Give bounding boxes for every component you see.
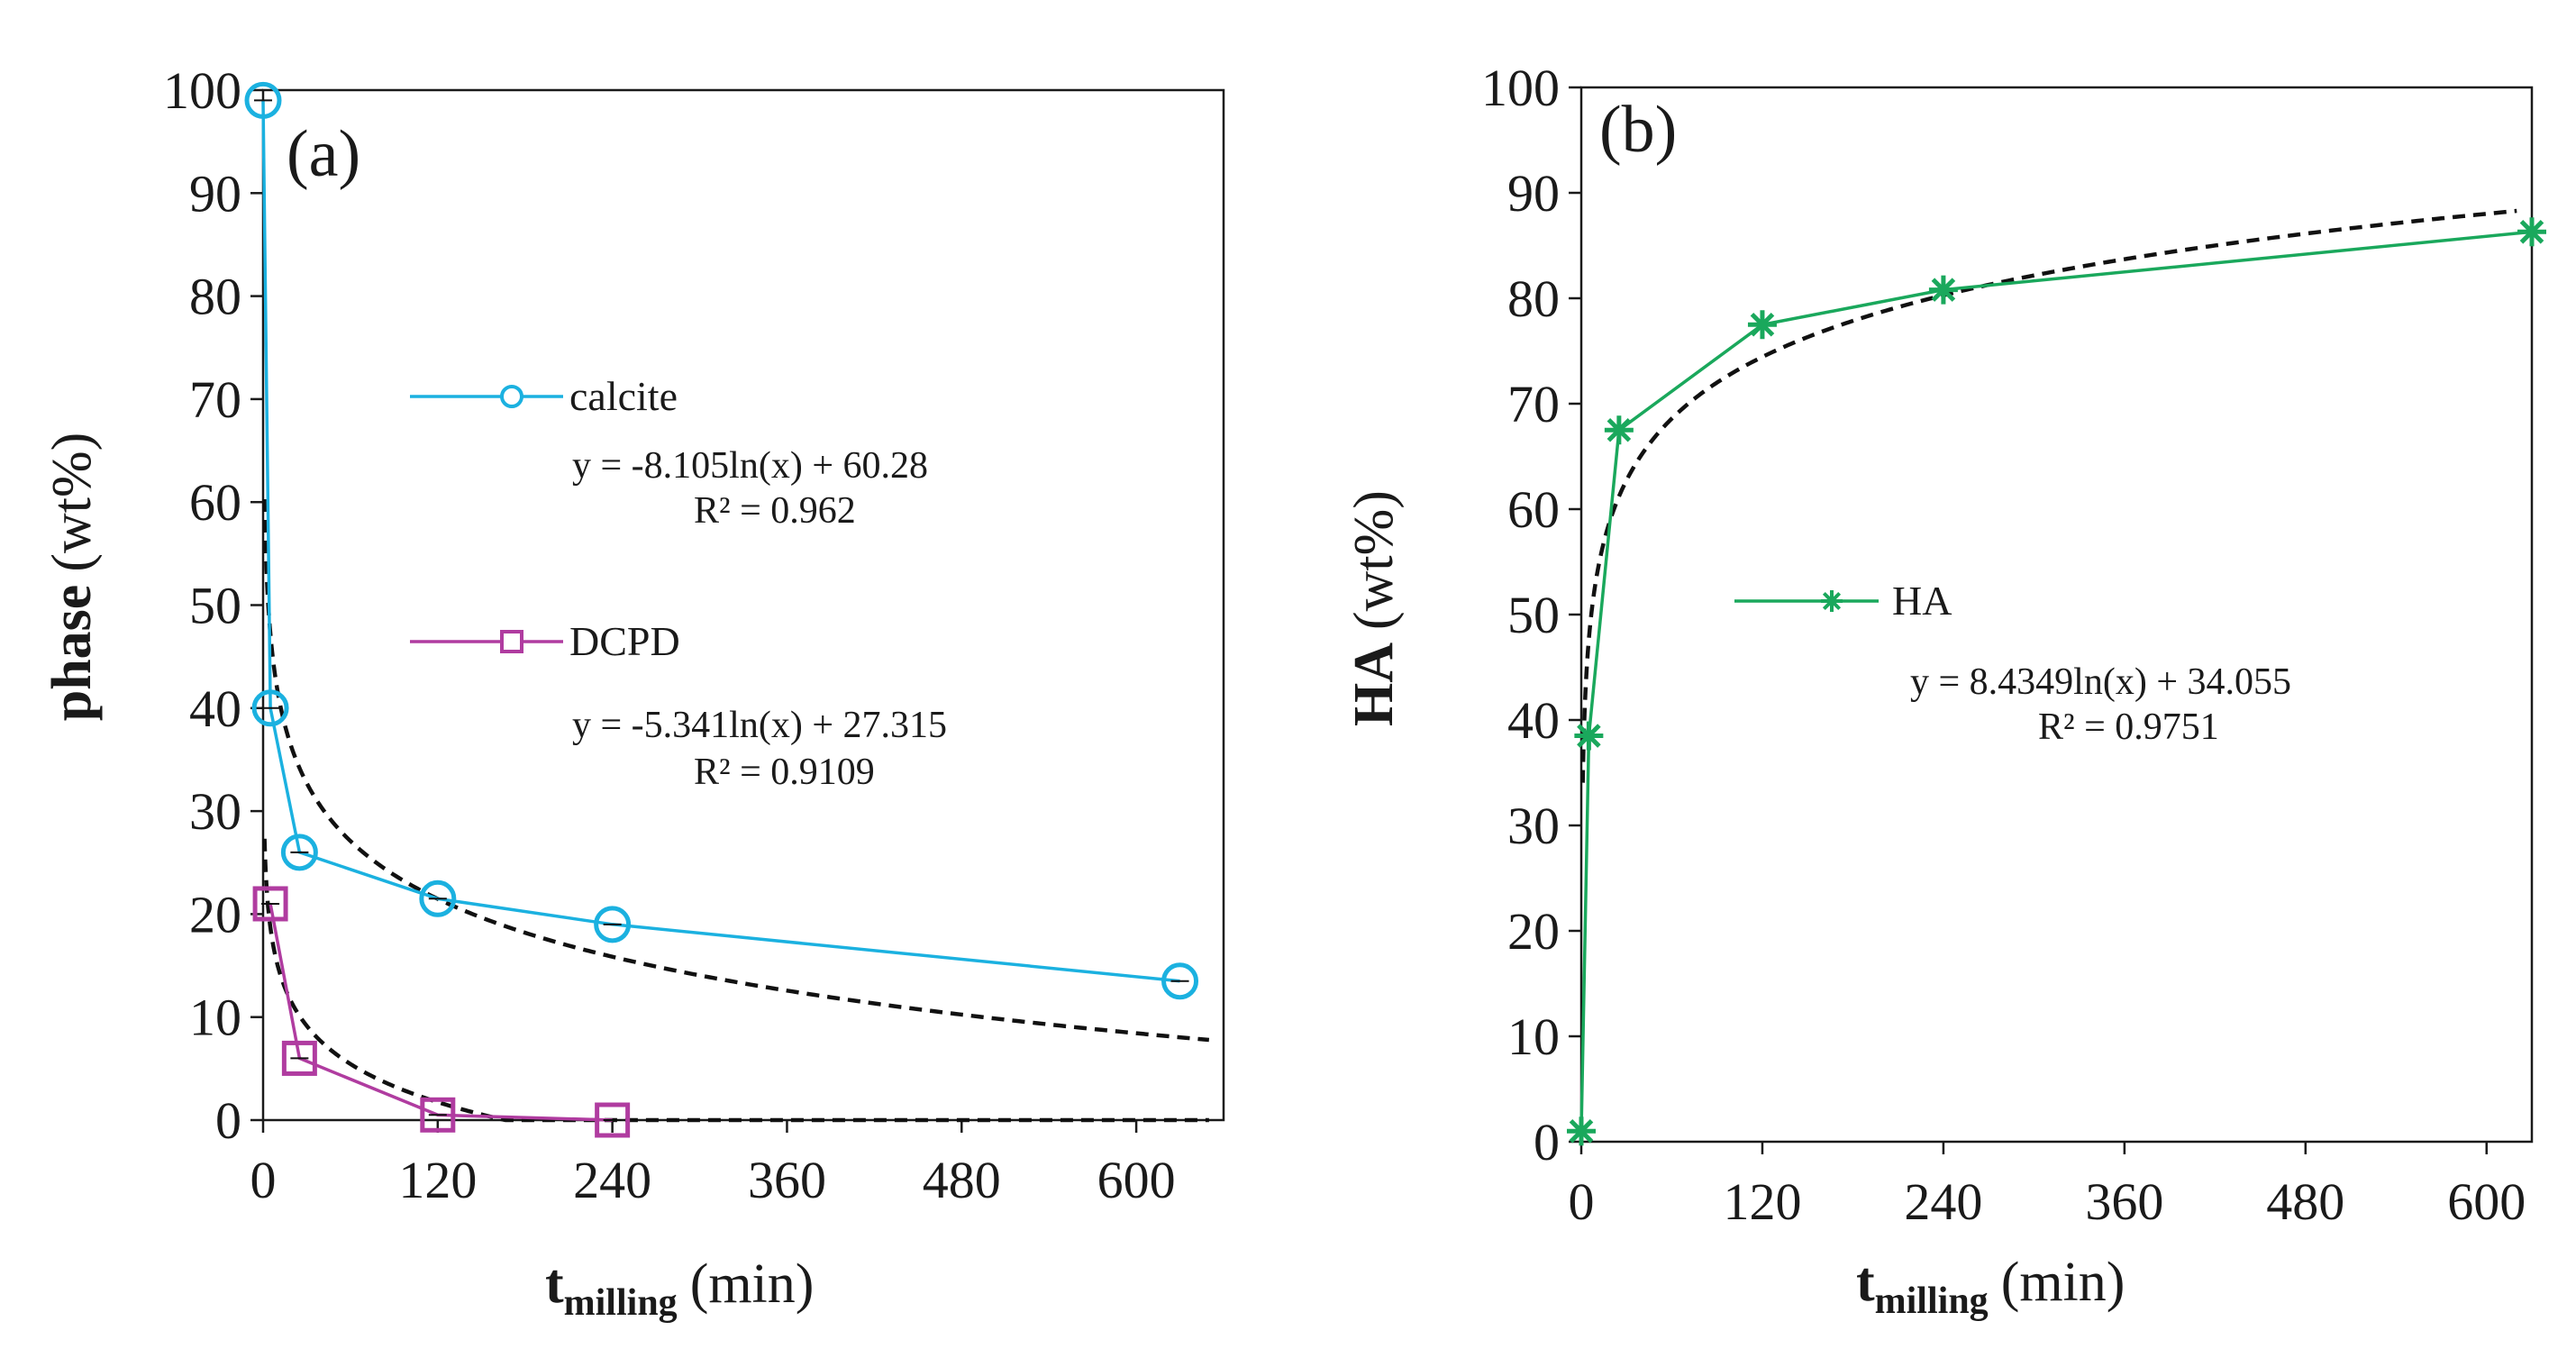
dcpd-data-point bbox=[281, 1040, 317, 1076]
dcpd-data-point bbox=[420, 1097, 456, 1133]
ha-data-point bbox=[1604, 415, 1634, 445]
x-tick-label: 360 bbox=[748, 1151, 826, 1209]
ha-data-point bbox=[1574, 721, 1604, 751]
fit-r-squared: R² = 0.9751 bbox=[2038, 706, 2219, 748]
asterisk-stroke bbox=[1750, 312, 1775, 337]
y-tick-label: 50 bbox=[189, 577, 241, 635]
calcite-data-point bbox=[244, 81, 282, 119]
x-tick-label: 480 bbox=[923, 1151, 1001, 1209]
x-axis-label-main: t bbox=[1856, 1252, 1875, 1313]
y-axis-label: phase (wt%) bbox=[41, 433, 103, 722]
fit-equation: y = -8.105ln(x) + 60.28 bbox=[572, 445, 928, 487]
x-tick-label: 240 bbox=[573, 1151, 651, 1209]
x-axis-label-unit: (min) bbox=[690, 1253, 815, 1315]
legend-label: calcite bbox=[569, 373, 678, 419]
y-tick-label: 20 bbox=[189, 885, 241, 943]
x-axis-label-subscript: milling bbox=[564, 1282, 678, 1324]
x-axis-label: tmilling (min) bbox=[545, 1253, 814, 1324]
legend-marker bbox=[500, 385, 523, 408]
asterisk-stroke bbox=[2519, 220, 2544, 244]
x-axis-label-main: t bbox=[545, 1253, 564, 1315]
fit-equation: y = -5.341ln(x) + 27.315 bbox=[572, 705, 947, 746]
y-axis-label-main: HA bbox=[1343, 642, 1405, 726]
y-tick-label: 60 bbox=[1507, 480, 1560, 539]
legend-marker bbox=[1821, 590, 1843, 612]
y-axis-label-main: phase bbox=[41, 585, 103, 722]
x-axis-label: tmilling (min) bbox=[1856, 1252, 2125, 1322]
ha-data-point bbox=[1567, 1116, 1596, 1146]
x-tick-label: 480 bbox=[2266, 1172, 2344, 1231]
chart-panel-a: 0 10 20 30 40 50 60 70 80 90 100 0 120 240 360 480 600 ph… bbox=[41, 61, 1225, 1324]
y-tick-label: 30 bbox=[1507, 797, 1560, 855]
x-tick-label: 600 bbox=[1097, 1151, 1176, 1209]
y-tick-label: 0 bbox=[1534, 1113, 1560, 1171]
x-tick-label: 120 bbox=[398, 1151, 477, 1209]
y-tick-label: 100 bbox=[163, 61, 241, 120]
y-tick-label: 100 bbox=[1481, 59, 1560, 117]
calcite-data-point bbox=[1161, 962, 1199, 1000]
y-tick-label: 10 bbox=[189, 989, 241, 1047]
y-tick-label: 40 bbox=[1507, 691, 1560, 750]
x-axis-label-subscript: milling bbox=[1875, 1280, 1989, 1322]
asterisk-stroke bbox=[1577, 724, 1601, 748]
x-tick-label: 360 bbox=[2085, 1172, 2163, 1231]
legend-label: DCPD bbox=[569, 618, 680, 664]
legend-entry-dcpd: DCPD y = -5.341ln(x) + 27.315 R² = 0.9109 bbox=[410, 618, 947, 793]
y-tick-label: 70 bbox=[1507, 375, 1560, 433]
asterisk-stroke bbox=[1931, 278, 1956, 302]
ha-data-point bbox=[2517, 217, 2546, 247]
panel-label: (b) bbox=[1599, 93, 1677, 167]
y-axis-label-unit: (wt%) bbox=[1343, 490, 1405, 630]
y-tick-label: 90 bbox=[189, 164, 241, 223]
y-tick-label: 20 bbox=[1507, 902, 1560, 961]
legend-marker bbox=[500, 630, 523, 653]
panel-label: (a) bbox=[287, 117, 360, 191]
dcpd-data-point bbox=[595, 1102, 631, 1138]
ha-data-point bbox=[1747, 310, 1777, 340]
x-tick-label: 0 bbox=[250, 1151, 277, 1209]
y-axis-label-unit: (wt%) bbox=[41, 433, 103, 572]
y-axis-label: HA (wt%) bbox=[1343, 490, 1405, 726]
x-tick-label: 600 bbox=[2447, 1172, 2526, 1231]
ha-fit-curve bbox=[1580, 208, 2517, 783]
y-tick-label: 90 bbox=[1507, 164, 1560, 223]
plot-frame bbox=[261, 88, 1225, 1122]
asterisk-stroke bbox=[1607, 417, 1632, 442]
fit-r-squared: R² = 0.962 bbox=[694, 490, 856, 532]
asterisk-stroke bbox=[1569, 1119, 1594, 1144]
y-tick-label: 0 bbox=[215, 1091, 241, 1150]
fit-equation: y = 8.4349ln(x) + 34.055 bbox=[1910, 661, 2291, 703]
y-tick-label: 80 bbox=[1507, 269, 1560, 328]
calcite-data-point bbox=[419, 879, 457, 917]
legend-label: HA bbox=[1892, 578, 1952, 624]
x-tick-label: 0 bbox=[1569, 1172, 1595, 1231]
y-tick-label: 60 bbox=[189, 473, 241, 532]
calcite-data-point bbox=[251, 689, 289, 727]
x-tick-label: 240 bbox=[1904, 1172, 1982, 1231]
calcite-series-line bbox=[261, 100, 1180, 983]
x-tick-label: 120 bbox=[1723, 1172, 1801, 1231]
dcpd-fit-curve bbox=[262, 838, 1209, 1123]
x-axis-label-unit: (min) bbox=[2001, 1252, 2125, 1313]
y-tick-label: 70 bbox=[189, 370, 241, 429]
dcpd-series-line bbox=[269, 903, 613, 1122]
ha-data-point bbox=[1928, 275, 1958, 305]
calcite-data-point bbox=[280, 834, 318, 871]
y-tick-label: 80 bbox=[189, 268, 241, 326]
dcpd-data-point bbox=[252, 886, 288, 922]
y-tick-label: 40 bbox=[189, 679, 241, 738]
calcite-data-point bbox=[594, 906, 632, 943]
chart-panel-b: 0 10 20 30 40 50 60 70 80 90 100 0 120 240 360 480 600 HA… bbox=[1343, 59, 2546, 1322]
y-tick-label: 30 bbox=[189, 782, 241, 841]
asterisk-stroke bbox=[1822, 591, 1842, 611]
y-tick-label: 10 bbox=[1507, 1007, 1560, 1066]
fit-r-squared: R² = 0.9109 bbox=[694, 752, 875, 793]
y-tick-label: 50 bbox=[1507, 586, 1560, 644]
ha-series-line bbox=[1579, 230, 2533, 1132]
